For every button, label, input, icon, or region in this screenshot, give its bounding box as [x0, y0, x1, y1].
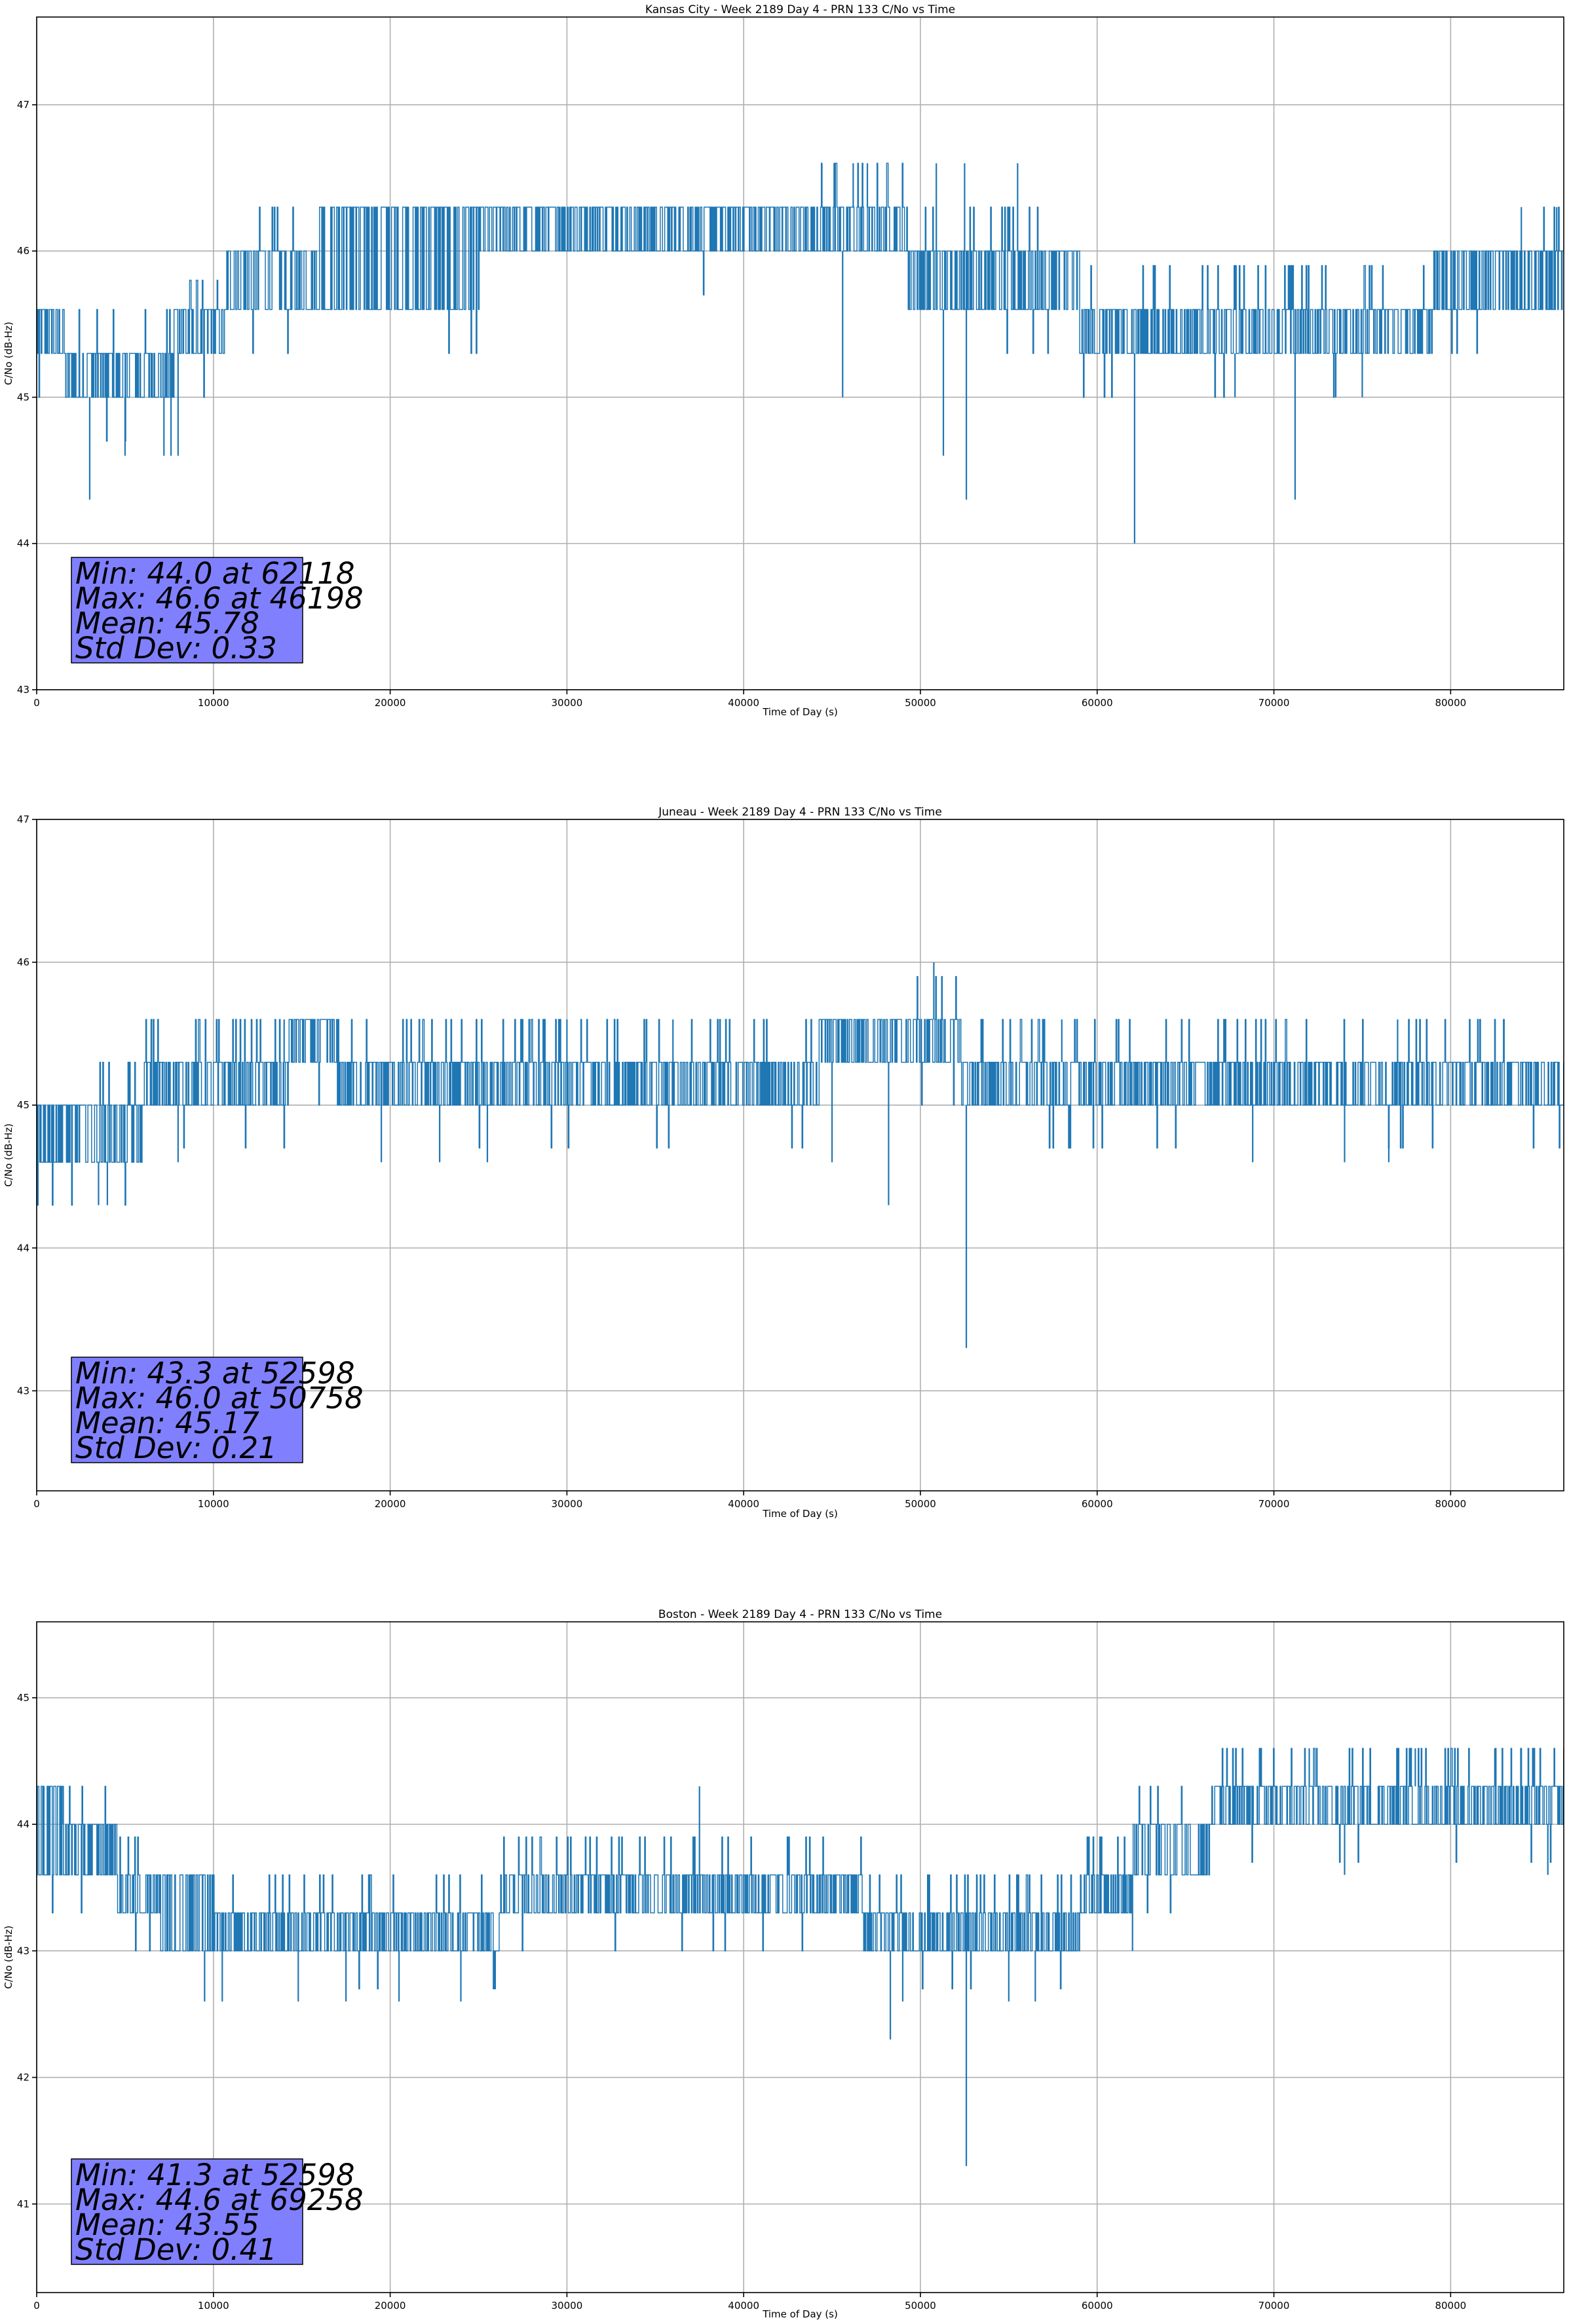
- x-tick-label: 80000: [1435, 1498, 1466, 1510]
- y-tick-label: 41: [17, 2198, 29, 2210]
- stats-line: Max: 46.0 at 50758: [75, 1381, 364, 1415]
- y-tick-label: 43: [17, 1945, 29, 1957]
- chart-title: Kansas City - Week 2189 Day 4 - PRN 133 …: [645, 3, 955, 16]
- x-tick-label: 50000: [905, 697, 936, 709]
- x-tick-label: 30000: [552, 1498, 583, 1510]
- axes-frame: [36, 819, 1564, 1491]
- x-tick-label: 70000: [1258, 697, 1290, 709]
- y-tick-label: 43: [17, 684, 29, 696]
- stats-line: Max: 44.6 at 69258: [75, 2183, 364, 2217]
- x-tick-label: 20000: [375, 2300, 406, 2312]
- y-tick-label: 45: [17, 391, 29, 403]
- y-tick-label: 45: [17, 1692, 29, 1704]
- stats-line: Std Dev: 0.41: [75, 2232, 277, 2267]
- x-tick-label: 40000: [728, 1498, 759, 1510]
- y-tick-label: 47: [17, 99, 29, 111]
- x-tick-label: 20000: [375, 697, 406, 709]
- stats-line: Std Dev: 0.33: [75, 631, 277, 665]
- x-tick-label: 40000: [728, 697, 759, 709]
- x-tick-label: 60000: [1082, 2300, 1113, 2312]
- stats-box: [71, 2158, 303, 2265]
- x-axis-label: Time of Day (s): [762, 706, 838, 718]
- stats-line: Min: 41.3 at 52598: [75, 2158, 355, 2192]
- stats-line: Min: 44.0 at 62118: [75, 556, 355, 591]
- chart-title: Boston - Week 2189 Day 4 - PRN 133 C/No …: [658, 1608, 942, 1621]
- y-axis-label: C/No (dB-Hz): [3, 1123, 14, 1187]
- x-tick-label: 70000: [1258, 1498, 1290, 1510]
- x-tick-label: 20000: [375, 1498, 406, 1510]
- axes-frame: [36, 1621, 1564, 2293]
- stats-box: [71, 557, 303, 664]
- y-axis-label: C/No (dB-Hz): [3, 322, 14, 385]
- chart-title: Juneau - Week 2189 Day 4 - PRN 133 C/No …: [658, 806, 942, 819]
- x-tick-label: 0: [33, 697, 40, 709]
- y-tick-label: 47: [17, 814, 29, 825]
- x-tick-label: 0: [33, 2300, 40, 2312]
- subplot-2: 0 10000 20000 30000 40000 50000 60000 70000 8000…: [3, 806, 1564, 1520]
- y-tick-label: 46: [17, 956, 29, 968]
- x-tick-label: 0: [33, 1498, 40, 1510]
- stats-line: Mean: 45.78: [75, 606, 259, 641]
- x-tick-label: 80000: [1435, 697, 1466, 709]
- y-tick-label: 45: [17, 1099, 29, 1111]
- y-tick-label: 44: [17, 1818, 29, 1830]
- y-tick-label: 44: [17, 1242, 29, 1254]
- x-tick-label: 40000: [728, 2300, 759, 2312]
- axes-frame: [36, 16, 1564, 690]
- x-tick-label: 50000: [905, 1498, 936, 1510]
- stats-line: Std Dev: 0.21: [75, 1431, 277, 1465]
- x-tick-label: 60000: [1082, 697, 1113, 709]
- x-tick-label: 10000: [198, 2300, 229, 2312]
- x-tick-label: 70000: [1258, 2300, 1290, 2312]
- x-tick-label: 10000: [198, 1498, 229, 1510]
- y-tick-label: 43: [17, 1385, 29, 1396]
- y-tick-label: 42: [17, 2072, 29, 2084]
- y-axis-label: C/No (dB-Hz): [3, 1926, 14, 1989]
- x-axis-label: Time of Day (s): [762, 2308, 838, 2320]
- subplot-1: 0 10000 20000 30000 40000 50000 60000 70000 8000…: [3, 3, 1564, 718]
- x-tick-label: 30000: [552, 697, 583, 709]
- series-line: [37, 976, 1564, 1206]
- x-axis-label: Time of Day (s): [762, 1508, 838, 1520]
- stats-line: Mean: 45.17: [75, 1406, 259, 1440]
- x-tick-label: 60000: [1082, 1498, 1113, 1510]
- x-tick-label: 80000: [1435, 2300, 1466, 2312]
- y-tick-label: 46: [17, 245, 29, 257]
- series-line: [37, 162, 1564, 442]
- stats-line: Mean: 43.55: [75, 2207, 259, 2242]
- subplot-3: 0 10000 20000 30000 40000 50000 60000 70000 8000…: [3, 1608, 1564, 2320]
- stats-box: [71, 1357, 303, 1463]
- y-tick-label: 44: [17, 538, 29, 550]
- series-line: [37, 1748, 1564, 1990]
- stats-line: Max: 46.6 at 46198: [75, 581, 364, 616]
- x-tick-label: 30000: [552, 2300, 583, 2312]
- stats-line: Min: 43.3 at 52598: [75, 1356, 355, 1391]
- x-tick-label: 50000: [905, 2300, 936, 2312]
- x-tick-label: 10000: [198, 697, 229, 709]
